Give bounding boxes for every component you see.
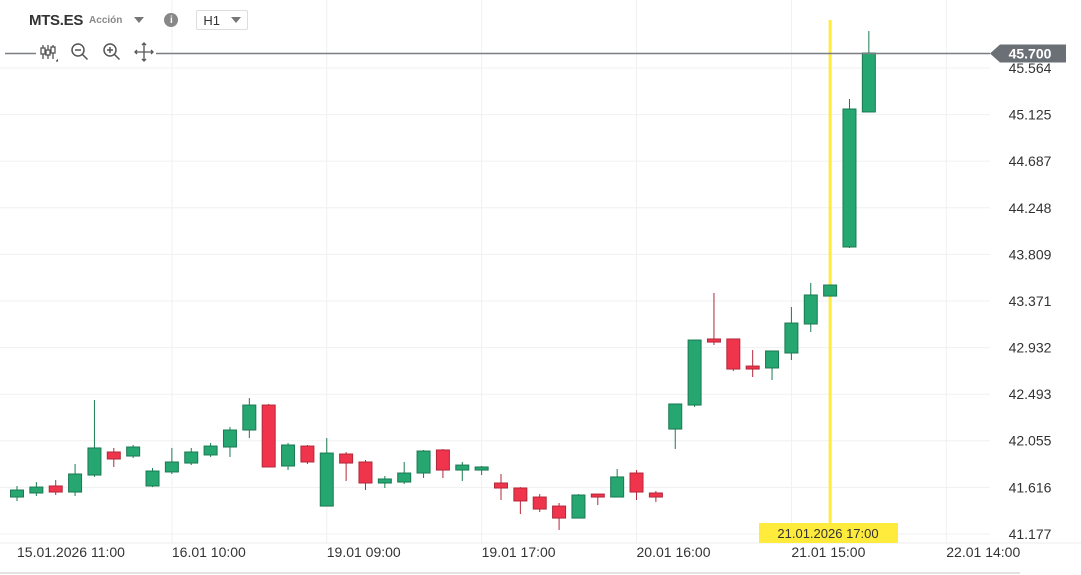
- candle-up: [765, 350, 780, 369]
- zoom-in-icon[interactable]: [102, 42, 122, 62]
- timeframe-value: H1: [203, 12, 221, 28]
- candle-down: [339, 453, 354, 464]
- candle-up: [242, 404, 257, 431]
- candle-down: [300, 445, 315, 463]
- y-tick-label: 42.055: [1009, 433, 1052, 449]
- candle-up: [416, 450, 431, 474]
- candle-up: [319, 452, 334, 507]
- y-tick-label: 41.616: [1009, 479, 1052, 495]
- candle-up: [126, 446, 141, 457]
- candle-down: [261, 404, 276, 468]
- instrument-header: MTS.ES Acción i H1: [29, 10, 249, 30]
- x-tick-label: 15.01.2026 11:00: [17, 544, 125, 560]
- candle-up: [68, 473, 83, 493]
- y-tick-label: 45.125: [1009, 107, 1052, 123]
- candle-up: [610, 476, 625, 498]
- move-icon[interactable]: [134, 42, 154, 62]
- y-tick-label: 45.564: [1009, 60, 1052, 76]
- candle-down: [629, 472, 644, 493]
- info-icon[interactable]: i: [164, 13, 179, 27]
- candle-up: [474, 466, 489, 471]
- candle-up: [145, 470, 160, 487]
- crosshair-time-box: [759, 523, 898, 543]
- zoom-out-icon[interactable]: [70, 42, 90, 62]
- y-tick-label: 42.932: [1009, 340, 1052, 356]
- candle-up: [668, 403, 683, 430]
- candle-up: [10, 489, 24, 498]
- candle-down: [494, 482, 508, 489]
- candle-up: [203, 445, 218, 456]
- y-tick-label: 44.687: [1009, 153, 1052, 169]
- asset-type-label: Acción: [89, 14, 123, 26]
- y-tick-label: 43.809: [1009, 246, 1052, 262]
- x-tick-label: 16.01 10:00: [172, 544, 246, 560]
- x-tick-label: 19.01 17:00: [482, 544, 556, 560]
- candle-down: [745, 365, 760, 370]
- candle-up: [184, 451, 199, 464]
- candle-down: [532, 496, 547, 510]
- candle-down: [48, 485, 63, 493]
- y-tick-label: 42.493: [1009, 386, 1052, 402]
- candle-up: [803, 294, 818, 325]
- y-tick-label: 41.177: [1009, 526, 1052, 542]
- candle-up: [29, 486, 44, 494]
- current-price-label: 45.700: [1009, 46, 1052, 62]
- candle-up: [164, 461, 179, 473]
- candle-up: [687, 339, 702, 406]
- candle-up: [784, 322, 799, 354]
- candlestick-icon[interactable]: [38, 42, 59, 62]
- y-tick-label: 44.248: [1009, 200, 1052, 216]
- x-tick-label: 21.01 15:00: [791, 544, 865, 560]
- candle-down: [358, 461, 373, 484]
- x-tick-label: 19.01 09:00: [327, 544, 401, 560]
- candle-up: [455, 464, 470, 471]
- candle-down: [648, 492, 663, 498]
- candle-up: [222, 429, 237, 448]
- candle-down: [435, 449, 450, 471]
- candle-up: [397, 472, 412, 483]
- current-price-tag: [990, 44, 1066, 63]
- candle-up: [281, 444, 296, 467]
- x-tick-label: 20.01 16:00: [637, 544, 711, 560]
- chart-toolbar: [36, 42, 156, 62]
- crosshair-time-label: 21.01.2026 17:00: [777, 526, 878, 541]
- candle-down: [552, 505, 567, 519]
- symbol-label: MTS.ES: [29, 11, 84, 29]
- candle-down: [706, 338, 721, 343]
- chevron-down-icon: [231, 17, 242, 23]
- symbol-dropdown-chevron-icon[interactable]: [134, 17, 145, 23]
- candle-up: [571, 494, 586, 519]
- timeframe-select[interactable]: H1: [196, 10, 249, 30]
- candle-up: [823, 284, 838, 297]
- candle-up: [87, 447, 102, 476]
- x-tick-label: 22.01 14:00: [946, 544, 1020, 560]
- y-tick-label: 43.371: [1009, 293, 1052, 309]
- candle-down: [513, 487, 528, 502]
- candle-down: [106, 451, 121, 460]
- candle-down: [726, 338, 741, 370]
- candle-up: [842, 108, 857, 248]
- candle-down: [590, 493, 605, 498]
- candle-up: [377, 478, 392, 484]
- candle-up: [861, 52, 876, 113]
